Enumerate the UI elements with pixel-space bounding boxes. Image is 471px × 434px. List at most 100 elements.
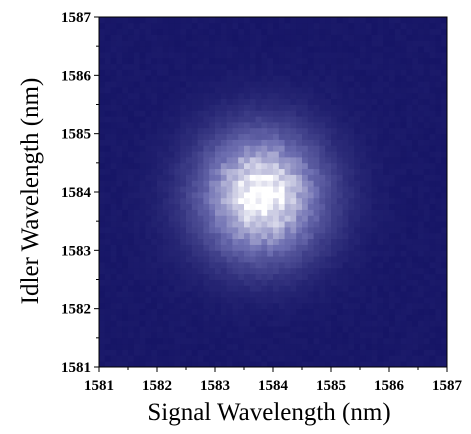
heatmap-cell [441,157,448,164]
heatmap-cell [412,361,419,368]
heatmap-cell [302,262,309,269]
heatmap-cell [128,180,135,187]
heatmap-cell [296,197,303,205]
heatmap-cell [244,110,251,117]
heatmap-cell [383,104,390,111]
heatmap-cell [249,116,256,123]
heatmap-cell [238,250,245,257]
heatmap-cell [394,297,401,304]
heatmap-cell [145,122,152,129]
heatmap-cell [232,98,239,105]
heatmap-cell [238,22,245,30]
heatmap-cell [232,291,239,298]
heatmap-cell [255,203,262,210]
heatmap-cell [383,98,390,105]
heatmap-cell [215,314,222,321]
heatmap-cell [180,320,187,327]
heatmap-cell [168,215,175,222]
heatmap-cell [261,203,268,210]
heatmap-cell [139,232,146,240]
heatmap-cell [342,104,349,111]
heatmap-cell [331,221,338,228]
heatmap-cell [348,285,355,292]
heatmap-cell [429,127,436,135]
heatmap-cell [232,285,239,292]
heatmap-cell [307,244,314,251]
heatmap-cell [128,256,135,263]
heatmap-cell [383,151,390,158]
heatmap-cell [348,227,355,234]
heatmap-cell [325,145,332,152]
heatmap-cell [429,122,436,129]
heatmap-cell [145,127,152,135]
heatmap-cell [331,168,338,175]
heatmap-cell [110,349,117,356]
heatmap-cell [383,145,390,152]
heatmap-cell [360,186,367,193]
heatmap-cell [145,40,152,47]
heatmap-cell [331,75,338,82]
heatmap-cell [406,221,413,228]
heatmap-cell [122,34,129,41]
heatmap-cell [377,139,384,146]
heatmap-cell [389,174,396,181]
heatmap-cell [394,17,401,24]
heatmap-cell [249,227,256,234]
heatmap-cell [360,127,367,135]
heatmap-cell [209,145,216,152]
heatmap-cell [307,361,314,368]
heatmap-cell [284,314,291,321]
heatmap-cell [139,81,146,88]
heatmap-cell [249,343,256,350]
heatmap-cell [116,238,123,245]
heatmap-cell [406,250,413,257]
heatmap-cell [348,98,355,105]
heatmap-cell [371,186,378,193]
heatmap-cell [267,52,274,59]
heatmap-cell [389,98,396,105]
heatmap-cell [232,180,239,187]
heatmap-cell [412,285,419,292]
heatmap-cell [157,326,164,333]
heatmap-cell [400,46,407,53]
heatmap-cell [429,238,436,245]
heatmap-cell [360,273,367,280]
heatmap-cell [377,92,384,100]
heatmap-cell [348,104,355,111]
heatmap-cell [365,326,372,333]
heatmap-cell [284,122,291,129]
heatmap-cell [278,75,285,82]
heatmap-cell [232,127,239,135]
heatmap-cell [342,180,349,187]
heatmap-cell [128,22,135,30]
heatmap-cell [249,92,256,100]
heatmap-cell [325,174,332,181]
heatmap-cell [302,203,309,210]
heatmap-cell [168,52,175,59]
heatmap-cell [209,285,216,292]
heatmap-cell [342,285,349,292]
heatmap-cell [290,215,297,222]
heatmap-cell [128,69,135,76]
heatmap-cell [336,81,343,88]
heatmap-cell [435,46,442,53]
heatmap-cell [162,203,169,210]
heatmap-cell [267,227,274,234]
heatmap-cell [290,279,297,286]
heatmap-cell [186,22,193,30]
heatmap-cell [191,122,198,129]
heatmap-cell [197,110,204,117]
heatmap-cell [360,98,367,105]
heatmap-cell [348,52,355,59]
heatmap-cell [203,291,210,298]
heatmap-cell [122,145,129,152]
heatmap-cell [255,180,262,187]
heatmap-cell [110,168,117,175]
heatmap-cell [313,326,320,333]
heatmap-cell [307,122,314,129]
heatmap-cell [412,192,419,199]
heatmap-cell [104,98,111,105]
heatmap-cell [371,267,378,275]
heatmap-cell [267,28,274,35]
heatmap-cell [348,326,355,333]
